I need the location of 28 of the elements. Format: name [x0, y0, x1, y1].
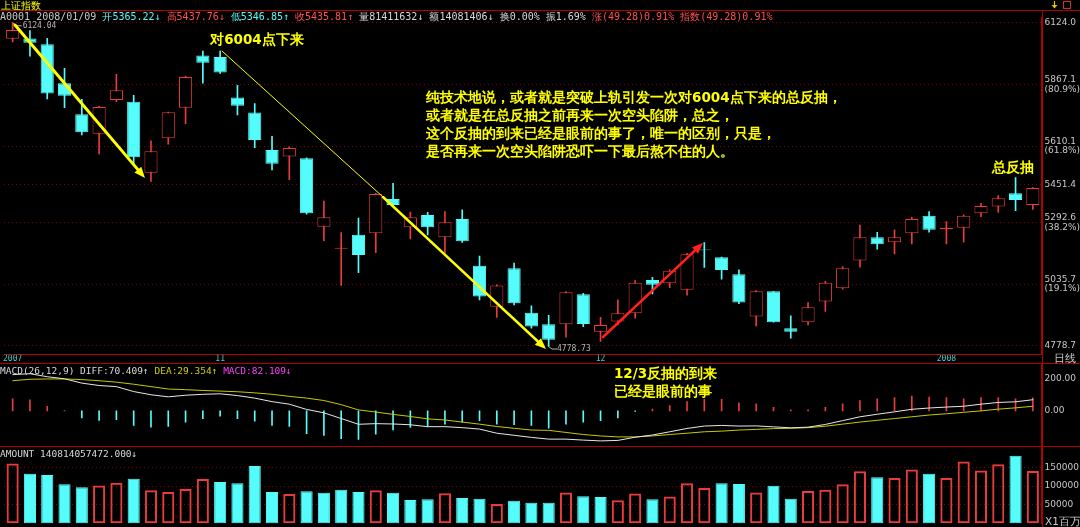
chart-title: 上证指数 — [1, 0, 41, 11]
x-tick-label: 12 — [595, 353, 606, 363]
y-tick-label: 5292.6 (38.2%) — [1044, 212, 1080, 232]
text: A0001 2008/01/09 开5365.22↓ 高5437.76↓ 低5346.85↑ 收5435.81↑ 量81411632↓ 额14081406↓ 换0.00% 振1.69% 涨(49.28)0.91% 指数(49.28)0.91% — [0, 11, 773, 22]
x-tick-label: 2007 — [3, 353, 23, 363]
y-tick-label: 6124.0 — [1044, 17, 1077, 28]
x-tick-label: 2008 — [936, 353, 957, 363]
annotation: 12/3反抽的到来已经是眼前的事 — [613, 363, 718, 400]
y-tick-label: 0.00 — [1044, 405, 1065, 416]
annotation: 纯技术地说，或者就是突破上轨引发一次对6004点下来的总反抽，或者就是在总反抽之前再来一次空头陷阱，总之，这个反抽的到来已经是眼前的事了，唯一的区别，只是，是否再来一次空头陷阱恐吓一下最后熬不住的人。 — [426, 88, 842, 160]
y-tick-label: 200.00 — [1044, 373, 1077, 384]
y-tick-label: 5451.4 — [1044, 178, 1077, 189]
y-tick-label: 150000 — [1044, 461, 1080, 472]
y-axis-title: X1百万 — [1045, 514, 1080, 527]
y-tick-label: 5610.1 (61.8%) — [1044, 135, 1080, 156]
annotation: 总反抽 — [992, 158, 1034, 176]
annotation: 6124.04 — [22, 20, 57, 30]
x-tick-label: 11 — [215, 353, 226, 363]
annotation: 4778.73 — [557, 344, 591, 354]
annotation: 对6004点下来 — [210, 30, 304, 49]
y-tick-label: 5867.1 (80.9%) — [1044, 74, 1080, 94]
chart-title: AMOUNT 140814057472.000↓ — [0, 448, 138, 459]
y-tick-label: 100000 — [1044, 480, 1080, 491]
y-tick-label: 5035.7 (19.1%) — [1044, 273, 1080, 294]
chart-title: MACD(26,12,9) DIFF:70.409↑ DEA:29.354↑ MACD:82.109↓ — [0, 365, 292, 376]
y-tick-label: 50000 — [1044, 499, 1074, 510]
x-axis-title: 日线 — [1054, 351, 1076, 366]
y-tick-label: 4778.7 — [1044, 340, 1076, 351]
